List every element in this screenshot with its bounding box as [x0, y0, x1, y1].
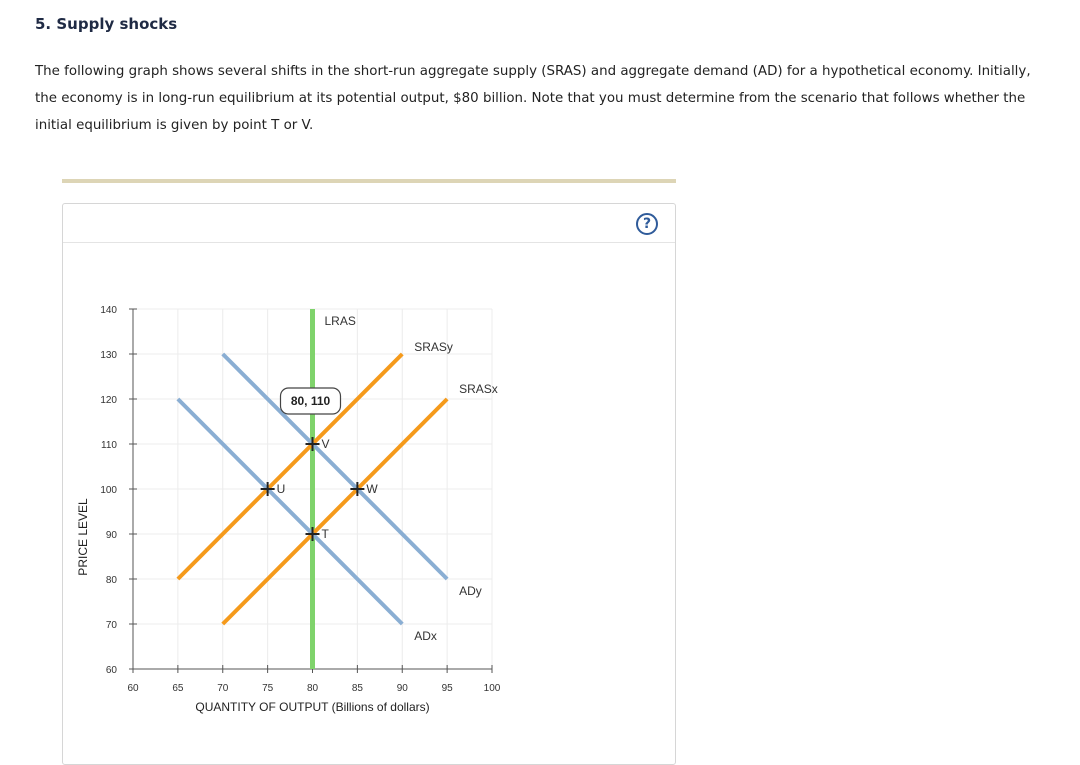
curve-srasy [176, 352, 404, 581]
tooltip-box [279, 387, 342, 415]
question-intro: The following graph shows several shifts… [35, 64, 1031, 133]
curve-label-adx: ADx [414, 629, 437, 643]
y-tick-label-130: 130 [100, 350, 117, 361]
point-label-v: V [322, 437, 330, 451]
y-tick-label-110: 110 [101, 440, 117, 451]
x-tick-label-65: 65 [172, 683, 184, 694]
y-tick-label-140: 140 [100, 305, 117, 316]
curve-label-ady: ADy [459, 584, 482, 598]
curve-ady [221, 352, 449, 581]
x-axis-title: QUANTITY OF OUTPUT (Billions of dollars) [195, 700, 429, 714]
y-tick-label-90: 90 [106, 530, 118, 541]
curve-label-srasy: SRASy [414, 340, 453, 354]
section-divider [62, 179, 676, 183]
graph-panel-header: ? [63, 204, 675, 243]
y-tick-label-120: 120 [100, 395, 117, 406]
point-label-t: T [322, 527, 330, 541]
curve-labels: LRAS SRASy SRASx ADy ADx [325, 314, 498, 643]
coordinate-tooltip: 80, 110 [279, 387, 342, 415]
aggregate-supply-demand-chart[interactable]: 60 70 80 90 100 110 120 130 140 60 65 70 75 80 85 90 95 1… [0, 0, 1080, 746]
curve-adx [176, 397, 404, 626]
x-tick-label-90: 90 [397, 683, 409, 694]
x-tick-label-85: 85 [352, 683, 364, 694]
question-title: 5. Supply shocks [35, 15, 178, 33]
curves [176, 309, 449, 669]
tooltip-text: 80, 110 [291, 394, 331, 408]
x-tick-label-70: 70 [217, 683, 229, 694]
x-tick-label-95: 95 [442, 683, 454, 694]
point-label-w: W [366, 482, 378, 496]
equilibrium-points: V U W T [260, 437, 378, 541]
curve-label-srasx: SRASx [459, 382, 498, 396]
curve-label-lras: LRAS [325, 314, 356, 328]
curve-srasx [221, 397, 449, 626]
y-tick-label-70: 70 [106, 620, 118, 631]
help-icon[interactable]: ? [636, 213, 658, 235]
y-tick-label-80: 80 [106, 575, 118, 586]
axes: 60 70 80 90 100 110 120 130 140 60 65 70 75 80 85 90 95 1… [100, 305, 500, 694]
x-tick-label-60: 60 [127, 683, 139, 694]
y-tick-label-100: 100 [100, 485, 117, 496]
x-tick-label-80: 80 [307, 683, 319, 694]
x-tick-label-75: 75 [262, 683, 274, 694]
graph-panel: ? [62, 203, 676, 765]
y-tick-label-60: 60 [106, 665, 118, 676]
point-label-u: U [277, 482, 286, 496]
y-axis-title: PRICE LEVEL [76, 498, 90, 576]
x-tick-label-100: 100 [484, 683, 501, 694]
